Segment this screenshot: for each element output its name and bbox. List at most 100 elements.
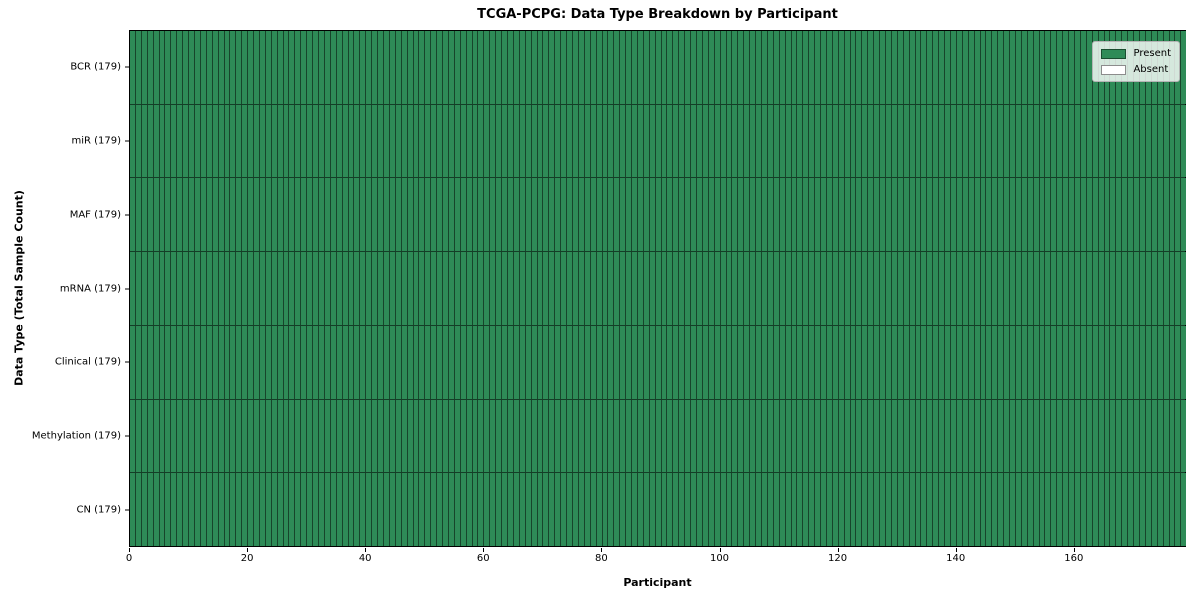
heatmap-cell	[874, 473, 881, 547]
heatmap-cell	[1063, 325, 1070, 399]
heatmap-cell	[1069, 31, 1075, 104]
heatmap-cell	[1063, 473, 1070, 547]
heatmap-cell	[720, 104, 727, 178]
heatmap-cell	[413, 325, 420, 399]
heatmap-cell	[1116, 325, 1123, 399]
heatmap-cell	[330, 178, 337, 252]
heatmap-cell	[1139, 104, 1146, 178]
heatmap-cell	[850, 252, 857, 325]
heatmap-cell	[1163, 178, 1170, 252]
heatmap-cell	[596, 399, 603, 473]
heatmap-cell	[236, 325, 243, 399]
heatmap-cell	[460, 399, 467, 473]
heatmap-cell	[171, 325, 178, 399]
heatmap-cell	[484, 399, 491, 473]
heatmap-cell	[171, 178, 178, 252]
heatmap-cell	[679, 31, 686, 104]
heatmap-cell	[726, 399, 733, 473]
heatmap-cell	[1098, 178, 1105, 252]
heatmap-cell	[649, 252, 656, 325]
heatmap-cell	[1075, 31, 1081, 104]
heatmap-cell	[366, 252, 373, 325]
heatmap-cell	[1116, 473, 1123, 547]
heatmap-cell	[147, 104, 154, 178]
heatmap-cell	[531, 104, 538, 178]
heatmap-cell	[189, 104, 195, 178]
heatmap-cell	[206, 252, 213, 325]
heatmap-cell	[1157, 178, 1164, 252]
heatmap-cell	[738, 31, 745, 104]
heatmap-cell	[383, 325, 390, 399]
heatmap-cell	[561, 252, 568, 325]
heatmap-cell	[395, 31, 402, 104]
heatmap-cell	[295, 31, 302, 104]
heatmap-cell	[313, 399, 319, 473]
heatmap-cell	[744, 325, 751, 399]
heatmap-cell	[697, 252, 703, 325]
heatmap-cell	[1027, 399, 1034, 473]
heatmap-cell	[826, 399, 833, 473]
heatmap-cell	[726, 31, 733, 104]
heatmap-cell	[508, 178, 514, 252]
heatmap-cell	[980, 399, 987, 473]
heatmap-cell	[130, 31, 136, 104]
heatmap-cell	[980, 252, 987, 325]
heatmap-cell	[372, 399, 379, 473]
x-tick-mark	[483, 548, 485, 552]
heatmap-cell	[679, 473, 686, 547]
heatmap-cell	[330, 325, 337, 399]
heatmap-cell	[277, 399, 284, 473]
heatmap-cell	[950, 252, 957, 325]
heatmap-cell	[637, 325, 644, 399]
heatmap-cell	[496, 31, 503, 104]
heatmap-cell	[508, 473, 514, 547]
heatmap-cell	[1122, 399, 1129, 473]
heatmap-cell	[478, 104, 485, 178]
heatmap-cell	[531, 252, 538, 325]
heatmap-cell	[620, 473, 627, 547]
heatmap-cell	[383, 473, 390, 547]
heatmap-cell	[254, 399, 260, 473]
heatmap-cell	[815, 399, 822, 473]
heatmap-cell	[844, 104, 851, 178]
heatmap-cell	[206, 104, 213, 178]
heatmap-cell	[874, 325, 881, 399]
heatmap-cell	[726, 473, 733, 547]
heatmap-cell	[767, 473, 774, 547]
heatmap-cell	[165, 252, 172, 325]
heatmap-cell	[454, 473, 461, 547]
heatmap-cell	[549, 104, 556, 178]
heatmap-cell	[502, 252, 508, 325]
heatmap-cell	[897, 399, 904, 473]
heatmap-cell	[962, 252, 969, 325]
heatmap-cell	[242, 399, 249, 473]
heatmap-cell	[832, 31, 839, 104]
heatmap-cell	[909, 31, 916, 104]
heatmap-cell	[821, 178, 827, 252]
heatmap-cell	[939, 252, 946, 325]
heatmap-cell	[1145, 104, 1152, 178]
heatmap-cell	[324, 325, 331, 399]
heatmap-cell	[378, 31, 384, 104]
heatmap-cell	[407, 178, 414, 252]
heatmap-cell	[903, 104, 910, 178]
heatmap-cell	[767, 31, 774, 104]
heatmap-cell	[224, 473, 231, 547]
heatmap-cell	[691, 252, 697, 325]
heatmap-cell	[815, 252, 822, 325]
heatmap-cell	[324, 473, 331, 547]
heatmap-cell	[443, 473, 449, 547]
heatmap-cell	[1104, 399, 1111, 473]
heatmap-cell	[1010, 252, 1016, 325]
heatmap-cell	[685, 399, 692, 473]
heatmap-cell	[543, 325, 550, 399]
heatmap-cell	[602, 325, 609, 399]
heatmap-row	[130, 31, 1187, 105]
heatmap-cell	[555, 31, 562, 104]
heatmap-cell	[419, 31, 426, 104]
heatmap-cell	[425, 31, 432, 104]
heatmap-cell	[502, 31, 508, 104]
heatmap-cell	[1051, 325, 1058, 399]
heatmap-cell	[236, 399, 243, 473]
heatmap-cell	[537, 325, 544, 399]
